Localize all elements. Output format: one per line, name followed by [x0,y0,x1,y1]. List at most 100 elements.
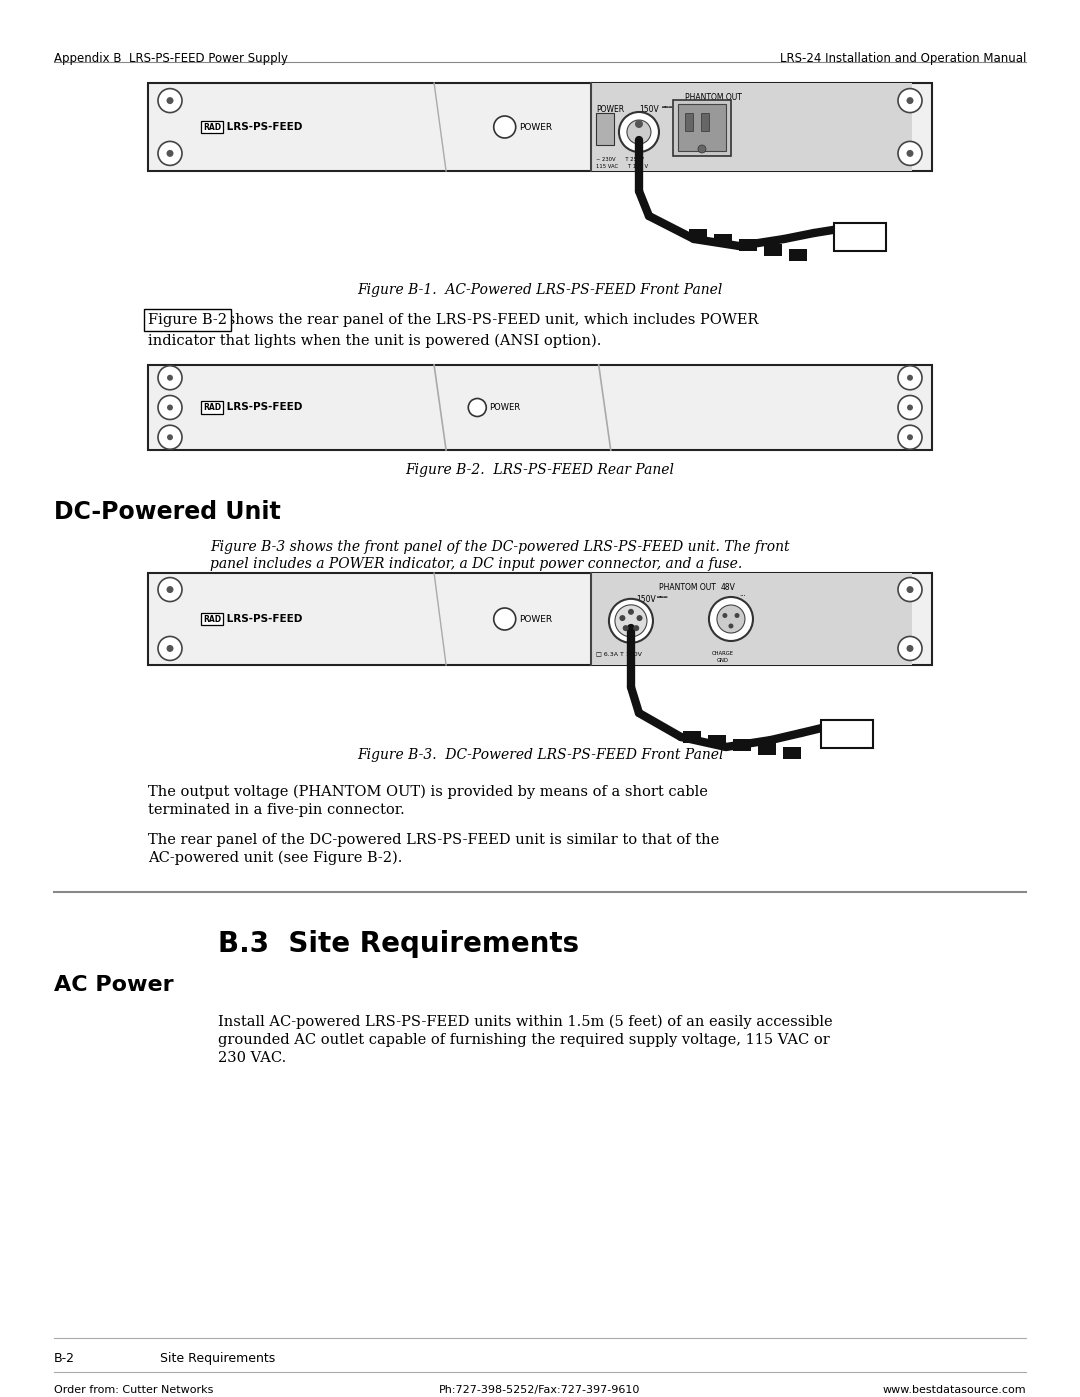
Text: PHANTOM OUT: PHANTOM OUT [685,94,741,102]
Text: The rear panel of the DC-powered LRS-PS-FEED unit is similar to that of the: The rear panel of the DC-powered LRS-PS-… [148,833,719,847]
Circle shape [906,98,914,105]
Bar [739,239,757,251]
Bar [591,573,912,665]
Circle shape [158,395,183,419]
Circle shape [158,425,183,450]
Text: AC Power: AC Power [54,975,174,995]
Text: CHARGE: CHARGE [712,651,734,657]
Bar [708,735,726,747]
Circle shape [698,145,706,154]
Bar [689,229,707,242]
Bar [764,244,782,256]
Circle shape [620,615,625,622]
Text: Figure B-3.  DC-Powered LRS-PS-FEED Front Panel: Figure B-3. DC-Powered LRS-PS-FEED Front… [356,747,724,761]
Circle shape [167,434,173,440]
Text: Figure B-1.  AC-Powered LRS-PS-FEED Front Panel: Figure B-1. AC-Powered LRS-PS-FEED Front… [357,284,723,298]
Text: AC-powered unit (see Figure B-2).: AC-powered unit (see Figure B-2). [148,851,403,865]
Bar [789,249,807,261]
Text: Install AC-powered LRS-PS-FEED units within 1.5m (5 feet) of an easily accessibl: Install AC-powered LRS-PS-FEED units wit… [218,1016,833,1030]
Circle shape [158,637,183,661]
Text: POWER: POWER [596,105,624,115]
Circle shape [717,605,745,633]
Circle shape [636,615,643,622]
Text: PHANTOM OUT: PHANTOM OUT [659,583,716,592]
Circle shape [633,624,639,631]
Text: GND: GND [717,658,729,664]
Circle shape [623,624,629,631]
Text: LRS-PS-FEED: LRS-PS-FEED [222,402,302,412]
Circle shape [158,88,183,113]
Circle shape [708,597,753,641]
Text: panel includes a POWER indicator, a DC input power connector, and a fuse.: panel includes a POWER indicator, a DC i… [210,557,742,571]
Text: www.bestdatasource.com: www.bestdatasource.com [882,1384,1026,1396]
Circle shape [907,405,913,411]
Circle shape [158,141,183,165]
Text: POWER: POWER [518,123,552,131]
Text: RAD: RAD [203,402,221,412]
Text: ~ 230V      T 250V: ~ 230V T 250V [596,156,644,162]
Bar [673,101,731,156]
Circle shape [494,608,516,630]
Circle shape [906,645,914,652]
Circle shape [627,609,634,615]
Bar [591,82,912,170]
Circle shape [907,374,913,381]
Circle shape [635,120,643,129]
Circle shape [897,366,922,390]
Circle shape [166,587,174,594]
Text: B.3  Site Requirements: B.3 Site Requirements [218,930,579,958]
Circle shape [158,577,183,602]
Text: Order from: Cutter Networks: Order from: Cutter Networks [54,1384,214,1396]
Text: The output voltage (PHANTOM OUT) is provided by means of a short cable: The output voltage (PHANTOM OUT) is prov… [148,785,707,799]
Circle shape [167,374,173,381]
Circle shape [897,88,922,113]
Text: 115 VAC      T 126 V: 115 VAC T 126 V [596,163,648,169]
Circle shape [897,395,922,419]
Circle shape [609,599,653,643]
Circle shape [729,623,733,629]
Text: 150V: 150V [639,105,659,115]
Text: Figure B-3 shows the front panel of the DC-powered LRS-PS-FEED unit. The front: Figure B-3 shows the front panel of the … [210,541,789,555]
Bar [148,573,932,665]
Circle shape [897,425,922,450]
Circle shape [723,613,728,617]
Circle shape [167,405,173,411]
Text: Ph:727-398-5252/Fax:727-397-9610: Ph:727-398-5252/Fax:727-397-9610 [440,1384,640,1396]
Text: ═══: ═══ [661,105,672,110]
Text: indicator that lights when the unit is powered (ANSI option).: indicator that lights when the unit is p… [148,334,602,348]
Circle shape [615,605,647,637]
Circle shape [897,577,922,602]
Circle shape [907,434,913,440]
Bar [596,113,613,145]
Bar [148,82,932,170]
Text: grounded AC outlet capable of furnishing the required supply voltage, 115 VAC or: grounded AC outlet capable of furnishing… [218,1032,829,1046]
Circle shape [166,645,174,652]
Bar [683,731,701,743]
Circle shape [469,398,486,416]
Text: POWER: POWER [489,402,521,412]
Circle shape [897,637,922,661]
Text: ...: ... [739,591,745,597]
Text: terminated in a five-pin connector.: terminated in a five-pin connector. [148,803,405,817]
Text: shows the rear panel of the LRS-PS-FEED unit, which includes POWER: shows the rear panel of the LRS-PS-FEED … [222,313,758,327]
Bar [834,224,886,251]
Circle shape [906,149,914,156]
Text: LRS-PS-FEED: LRS-PS-FEED [222,615,302,624]
Bar [783,747,801,759]
Circle shape [627,120,651,144]
Text: Figure B-2.  LRS-PS-FEED Rear Panel: Figure B-2. LRS-PS-FEED Rear Panel [405,462,675,476]
Bar [733,739,751,752]
Text: Appendix B  LRS-PS-FEED Power Supply: Appendix B LRS-PS-FEED Power Supply [54,52,288,66]
Text: POWER: POWER [518,615,552,623]
Text: DC-Powered Unit: DC-Powered Unit [54,500,281,524]
Bar [685,113,693,131]
Circle shape [166,149,174,156]
Circle shape [906,587,914,594]
Text: □ 6.3A T 130V: □ 6.3A T 130V [596,651,642,657]
Text: Figure B-2: Figure B-2 [148,313,227,327]
Bar [714,235,732,246]
Text: Site Requirements: Site Requirements [160,1352,275,1365]
Text: 48V: 48V [721,583,735,592]
Text: B-2: B-2 [54,1352,75,1365]
Bar [821,719,873,747]
